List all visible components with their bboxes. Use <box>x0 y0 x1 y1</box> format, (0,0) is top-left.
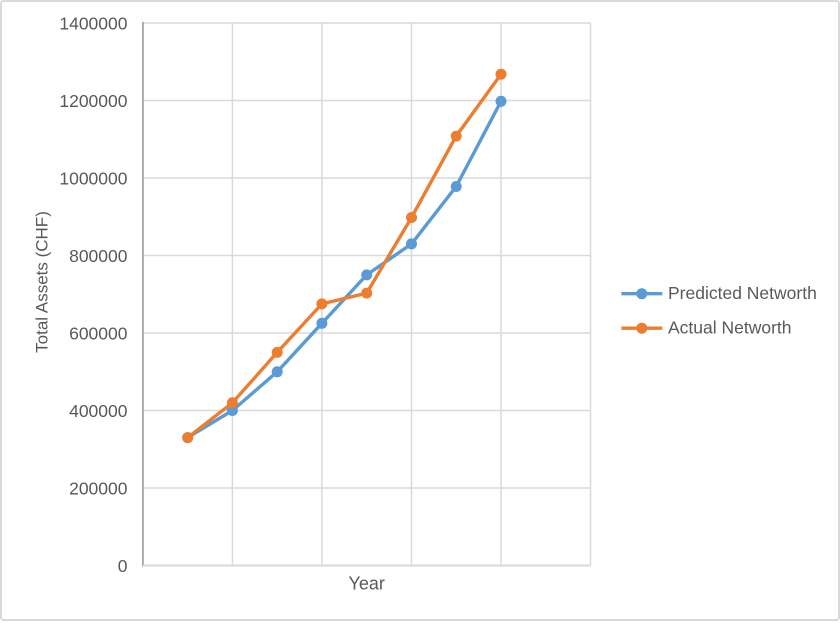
svg-text:200000: 200000 <box>69 479 128 499</box>
svg-text:Total Assets (CHF): Total Assets (CHF) <box>33 211 52 353</box>
svg-text:Predicted Networth: Predicted Networth <box>668 283 817 303</box>
svg-text:0: 0 <box>118 556 128 576</box>
svg-text:800000: 800000 <box>69 246 128 266</box>
svg-text:400000: 400000 <box>69 401 128 421</box>
svg-text:Actual Networth: Actual Networth <box>668 317 792 337</box>
svg-text:1200000: 1200000 <box>59 91 127 111</box>
svg-text:1000000: 1000000 <box>59 169 127 189</box>
svg-text:1400000: 1400000 <box>59 14 127 34</box>
svg-text:600000: 600000 <box>69 324 128 344</box>
svg-text:Year: Year <box>349 574 385 594</box>
